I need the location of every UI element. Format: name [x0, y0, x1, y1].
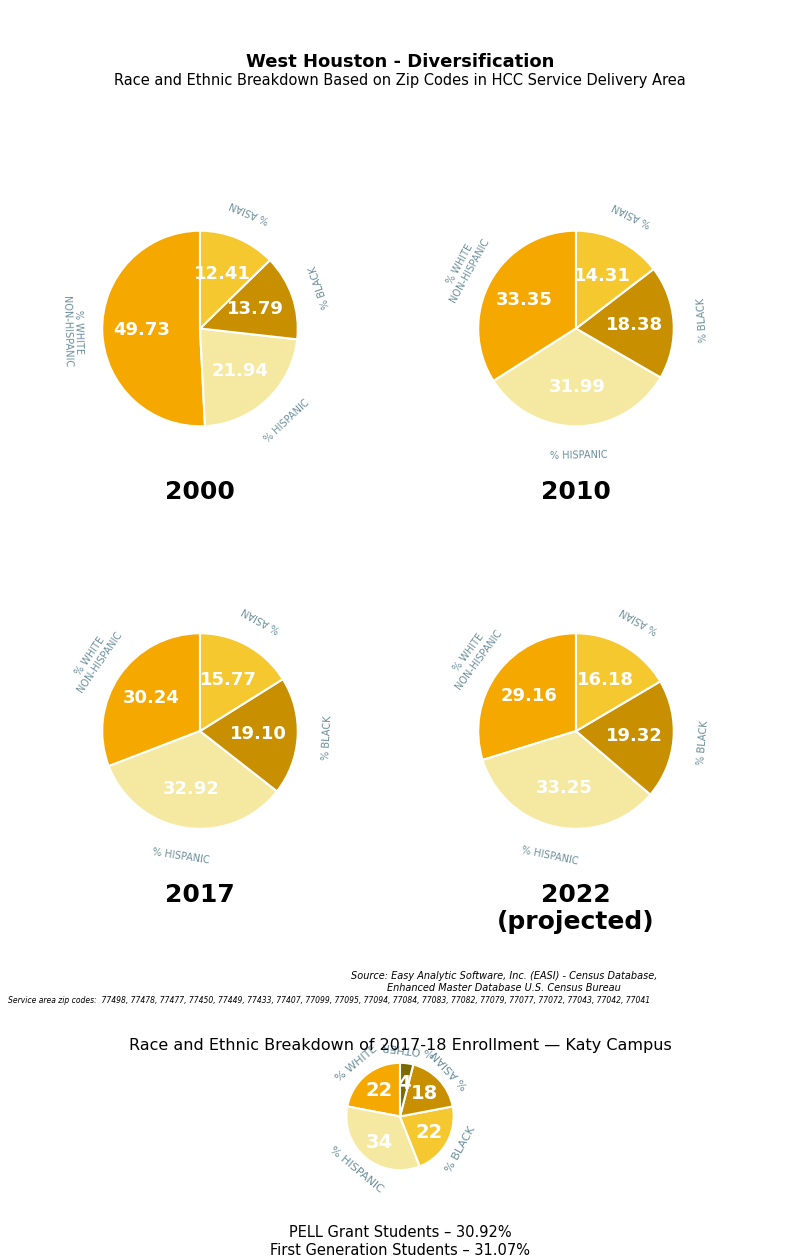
Wedge shape	[347, 1063, 400, 1117]
Text: % HISPANIC: % HISPANIC	[262, 398, 311, 444]
Text: % HISPANIC: % HISPANIC	[152, 848, 210, 866]
Text: 16.18: 16.18	[577, 671, 634, 689]
Text: % HISPANIC: % HISPANIC	[550, 450, 608, 462]
Text: % HISPANIC: % HISPANIC	[328, 1145, 385, 1194]
Text: Source: Easy Analytic Software, Inc. (EASI) - Census Database,
Enhanced Master D: Source: Easy Analytic Software, Inc. (EA…	[351, 971, 657, 993]
Text: 32.92: 32.92	[163, 780, 220, 798]
Text: 30.24: 30.24	[123, 689, 180, 707]
Text: % WHITE
NON-HISPANIC: % WHITE NON-HISPANIC	[444, 620, 503, 691]
Wedge shape	[576, 682, 674, 795]
Wedge shape	[346, 1107, 420, 1170]
Wedge shape	[200, 633, 283, 731]
Text: 15.77: 15.77	[200, 671, 257, 688]
Wedge shape	[102, 633, 200, 766]
Wedge shape	[400, 1064, 453, 1117]
Text: % BLACK: % BLACK	[696, 720, 710, 765]
Text: % ASIAN: % ASIAN	[430, 1048, 470, 1091]
Text: Service area zip codes:  77498, 77478, 77477, 77450, 77449, 77433, 77407, 77099,: Service area zip codes: 77498, 77478, 77…	[8, 996, 650, 1005]
Text: 22: 22	[415, 1123, 442, 1142]
Text: 19.32: 19.32	[606, 727, 663, 745]
Text: % ASIAN: % ASIAN	[241, 605, 282, 634]
Text: 4: 4	[398, 1074, 411, 1093]
Text: % ASIAN: % ASIAN	[618, 606, 660, 635]
Text: % WHITE
NON-HISPANIC: % WHITE NON-HISPANIC	[66, 624, 124, 694]
Text: % ASIAN: % ASIAN	[611, 201, 654, 228]
Text: 49.73: 49.73	[113, 321, 170, 338]
Wedge shape	[102, 230, 205, 426]
Text: 12.41: 12.41	[194, 265, 251, 283]
Wedge shape	[200, 230, 270, 328]
Wedge shape	[200, 679, 298, 791]
Text: 33.35: 33.35	[496, 292, 553, 309]
Wedge shape	[200, 328, 297, 426]
Text: Race and Ethnic Breakdown of 2017-18 Enrollment — Katy Campus: Race and Ethnic Breakdown of 2017-18 Enr…	[129, 1038, 671, 1053]
Text: 2022
(projected): 2022 (projected)	[497, 883, 655, 935]
Text: % BLACK: % BLACK	[697, 298, 710, 342]
Text: 2017: 2017	[165, 883, 235, 907]
Wedge shape	[576, 269, 674, 377]
Text: 2010: 2010	[541, 481, 611, 504]
Text: % BLACK: % BLACK	[444, 1125, 477, 1174]
Wedge shape	[576, 633, 660, 731]
Text: % WHITE
NON-HISPANIC: % WHITE NON-HISPANIC	[438, 231, 491, 303]
Wedge shape	[576, 230, 654, 328]
Text: 2000: 2000	[165, 481, 235, 504]
Text: 21.94: 21.94	[212, 362, 269, 380]
Wedge shape	[478, 633, 576, 760]
Wedge shape	[400, 1107, 454, 1166]
Text: PELL Grant Students – 30.92%
First Generation Students – 31.07%: PELL Grant Students – 30.92% First Gener…	[270, 1225, 530, 1258]
Text: % OTHER: % OTHER	[382, 1040, 435, 1057]
Text: 14.31: 14.31	[574, 267, 630, 284]
Text: 33.25: 33.25	[536, 780, 593, 798]
Wedge shape	[109, 731, 277, 829]
Text: 19.10: 19.10	[230, 725, 287, 743]
Wedge shape	[478, 230, 576, 381]
Wedge shape	[400, 1063, 414, 1117]
Text: % WHITE
NON-HISPANIC: % WHITE NON-HISPANIC	[62, 296, 85, 367]
Text: 22: 22	[365, 1082, 393, 1101]
Text: 18: 18	[410, 1084, 438, 1103]
Text: West Houston - Diversification: West Houston - Diversification	[246, 53, 554, 70]
Wedge shape	[482, 731, 650, 829]
Text: 29.16: 29.16	[500, 687, 558, 706]
Text: 34: 34	[366, 1132, 392, 1151]
Text: % ASIAN: % ASIAN	[228, 199, 270, 224]
Text: % BLACK: % BLACK	[321, 716, 333, 760]
Wedge shape	[200, 260, 298, 340]
Text: Race and Ethnic Breakdown Based on Zip Codes in HCC Service Delivery Area: Race and Ethnic Breakdown Based on Zip C…	[114, 73, 686, 88]
Text: % WHITE: % WHITE	[334, 1044, 379, 1083]
Text: % BLACK: % BLACK	[308, 264, 332, 309]
Text: 31.99: 31.99	[549, 379, 606, 396]
Text: % HISPANIC: % HISPANIC	[521, 845, 579, 867]
Wedge shape	[494, 328, 661, 426]
Text: 18.38: 18.38	[606, 316, 663, 333]
Text: 13.79: 13.79	[227, 301, 284, 318]
